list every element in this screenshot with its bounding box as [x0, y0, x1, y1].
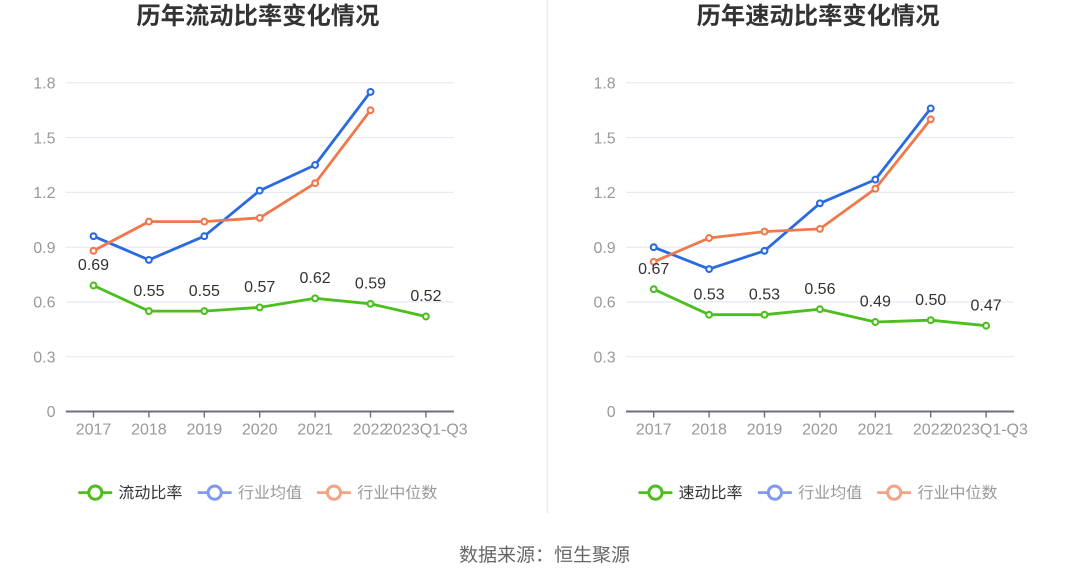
svg-text:0.55: 0.55 — [189, 283, 220, 300]
svg-text:2021: 2021 — [858, 422, 894, 439]
svg-text:0.67: 0.67 — [638, 261, 669, 278]
svg-text:0.9: 0.9 — [33, 240, 55, 257]
svg-text:0: 0 — [607, 404, 616, 421]
svg-text:0.56: 0.56 — [804, 281, 835, 298]
svg-text:0.50: 0.50 — [915, 292, 946, 309]
svg-text:2020: 2020 — [802, 422, 838, 439]
svg-text:0.53: 0.53 — [694, 286, 725, 303]
svg-text:0.52: 0.52 — [410, 288, 441, 305]
svg-text:0.6: 0.6 — [33, 295, 55, 312]
svg-text:2023Q1-Q3: 2023Q1-Q3 — [384, 422, 468, 439]
svg-text:0.49: 0.49 — [860, 294, 891, 311]
svg-text:2020: 2020 — [242, 422, 278, 439]
svg-text:0.69: 0.69 — [78, 257, 109, 274]
svg-text:0.3: 0.3 — [593, 349, 615, 366]
svg-text:0.55: 0.55 — [133, 283, 164, 300]
svg-text:0.62: 0.62 — [300, 270, 331, 287]
svg-text:0.53: 0.53 — [749, 286, 780, 303]
svg-text:2019: 2019 — [187, 422, 223, 439]
svg-text:2022: 2022 — [353, 422, 389, 439]
svg-text:2023Q1-Q3: 2023Q1-Q3 — [944, 422, 1028, 439]
svg-text:2018: 2018 — [691, 422, 727, 439]
svg-text:1.2: 1.2 — [33, 185, 55, 202]
svg-text:1.2: 1.2 — [593, 185, 615, 202]
svg-text:1.8: 1.8 — [593, 76, 615, 93]
svg-text:0.3: 0.3 — [33, 349, 55, 366]
svg-text:2019: 2019 — [747, 422, 783, 439]
svg-text:1.5: 1.5 — [33, 130, 55, 147]
svg-text:0.6: 0.6 — [593, 295, 615, 312]
svg-text:0.59: 0.59 — [355, 276, 386, 293]
svg-text:2021: 2021 — [297, 422, 333, 439]
svg-text:1.8: 1.8 — [33, 76, 55, 93]
svg-text:0.9: 0.9 — [593, 240, 615, 257]
svg-text:0.57: 0.57 — [244, 279, 275, 296]
svg-text:0: 0 — [47, 404, 56, 421]
svg-text:2017: 2017 — [636, 422, 672, 439]
svg-text:0.47: 0.47 — [971, 297, 1002, 314]
svg-text:2022: 2022 — [913, 422, 949, 439]
svg-text:2018: 2018 — [131, 422, 167, 439]
svg-text:2017: 2017 — [76, 422, 112, 439]
svg-text:1.5: 1.5 — [593, 130, 615, 147]
